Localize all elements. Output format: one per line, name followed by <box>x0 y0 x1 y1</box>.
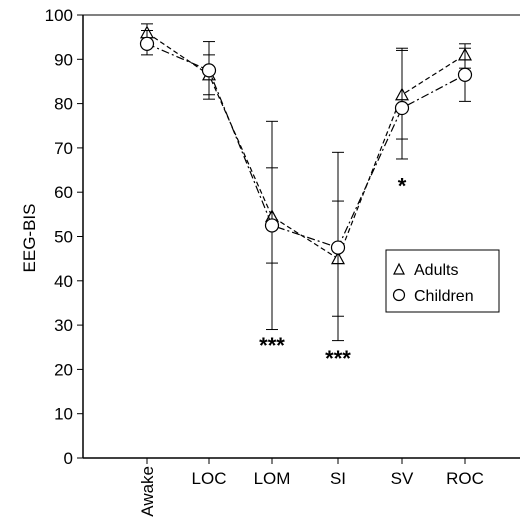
series-layer <box>139 23 473 342</box>
x-tick-label: LOM <box>254 469 291 488</box>
y-tick-label: 50 <box>54 228 73 247</box>
legend-marker <box>393 262 405 275</box>
y-tick-label: 80 <box>54 95 73 114</box>
x-tick-label: SI <box>330 469 346 488</box>
data-point <box>457 67 473 82</box>
y-tick-label: 90 <box>54 50 73 69</box>
legend-label: Children <box>414 288 474 305</box>
x-tick-label: SV <box>391 469 414 488</box>
y-axis-title: EEG-BIS <box>20 204 39 273</box>
legend: Adults Children <box>385 249 500 313</box>
x-axis: Awake LOC LOM SI SV ROC <box>83 457 520 517</box>
x-tick-label: Awake <box>138 466 157 517</box>
y-tick-label: 20 <box>54 360 73 379</box>
significance-marker: * <box>398 173 407 198</box>
x-tick-label: LOC <box>192 469 227 488</box>
data-point <box>330 240 346 255</box>
series-line <box>146 32 466 260</box>
legend-marker <box>392 288 406 302</box>
significance-marker: *** <box>259 333 285 358</box>
data-point <box>264 218 280 233</box>
y-tick-label: 30 <box>54 316 73 335</box>
data-point <box>201 63 217 78</box>
x-tick-label: ROC <box>446 469 484 488</box>
y-tick-label: 40 <box>54 272 73 291</box>
y-tick-label: 10 <box>54 405 73 424</box>
data-point <box>394 100 410 116</box>
y-tick-label: 60 <box>54 183 73 202</box>
annotations: ******* <box>259 173 407 371</box>
legend-label: Adults <box>414 262 458 279</box>
significance-marker: *** <box>325 346 351 371</box>
y-tick-label: 70 <box>54 139 73 158</box>
data-point <box>139 36 155 51</box>
y-tick-label: 0 <box>64 449 73 468</box>
series-children <box>139 30 473 342</box>
legend-box <box>385 249 500 313</box>
y-tick-label: 100 <box>45 6 73 25</box>
series-line <box>146 43 466 249</box>
y-axis: 0 10 20 30 40 50 60 70 80 90 100 <box>45 6 520 468</box>
